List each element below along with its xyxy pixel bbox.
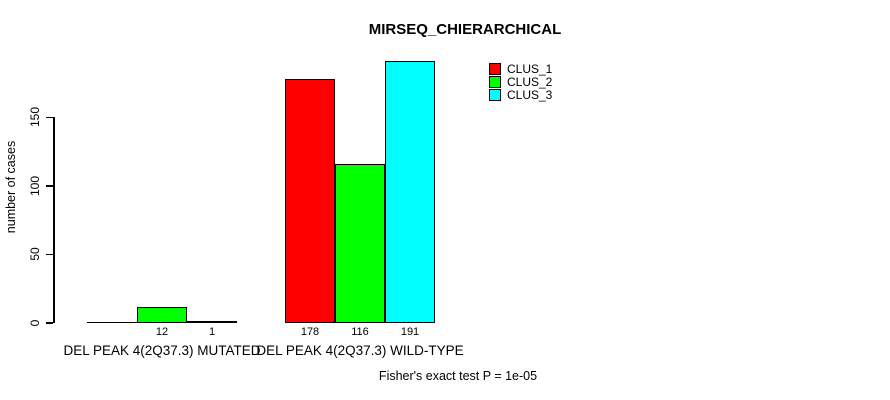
x-category-label: DEL PEAK 4(2Q37.3) MUTATED [63,343,261,358]
legend: CLUS_1 CLUS_2 CLUS_3 [489,61,553,102]
legend-swatch-icon [489,62,501,75]
y-axis-tick-label: 0 [28,319,42,326]
bar-value-label: 12 [155,326,169,338]
y-axis-title: number of cases [4,140,18,234]
bar-value-label: 116 [351,326,369,338]
fisher-test-annotation: Fisher's exact test P = 1e-05 [378,369,538,383]
x-category-label: DEL PEAK 4(2Q37.3) WILD-TYPE [256,343,464,358]
legend-swatch-icon [489,88,501,101]
y-axis-line [53,116,55,323]
y-axis-tick-label: 150 [28,106,42,128]
bar-value-label: 191 [400,326,420,338]
y-axis-tick [46,116,53,118]
chart-title: MIRSEQ_CHIERARCHICAL [368,21,562,38]
bar-clus_2-group1 [137,307,187,323]
legend-label: CLUS_3 [507,87,553,102]
legend-item-clus_1: CLUS_1 [489,61,553,76]
y-axis-tick-label: 100 [28,175,42,196]
bar-value-label: 1 [208,326,216,338]
legend-item-clus_2: CLUS_2 [489,74,553,89]
y-axis-tick [46,322,53,324]
bar-clus_2-group2 [335,164,385,323]
bar-clus_3-group1 [187,321,237,323]
bar-clus_1-group2 [285,79,335,323]
y-axis-tick [46,185,53,187]
bar-value-label: 178 [300,326,320,338]
legend-label: CLUS_1 [507,61,553,76]
bar-clus_3-group2 [385,61,435,323]
legend-label: CLUS_2 [507,74,553,89]
legend-swatch-icon [489,75,501,88]
legend-item-clus_3: CLUS_3 [489,87,553,102]
y-axis-tick-label: 50 [28,247,42,261]
y-axis-tick [46,253,53,255]
